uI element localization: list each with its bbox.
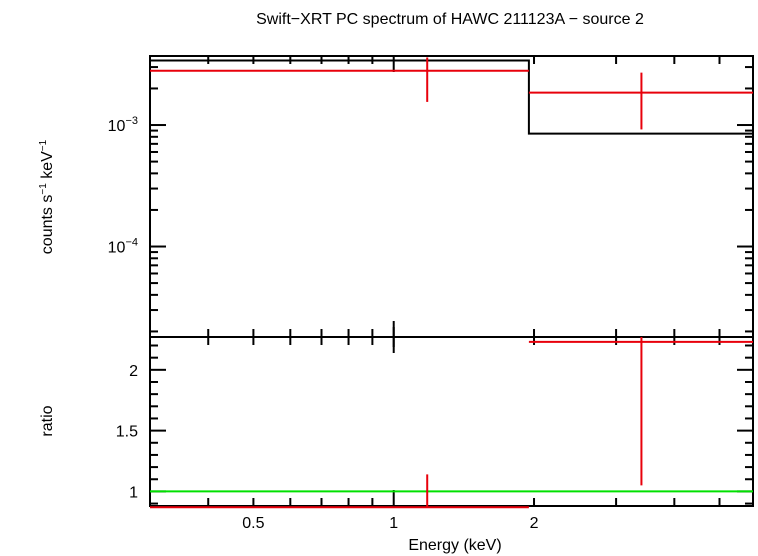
y-tick-exponent: −4 [125, 237, 138, 249]
ratio-panel: 0.5 1 2 1 1.5 2 [116, 336, 754, 532]
model-step-line [150, 59, 753, 135]
y-tick-label-ratio: 1.5 [116, 424, 138, 441]
x-tick-label: 1 [389, 515, 398, 532]
ylabel-base: counts s [39, 195, 56, 255]
y-tick-base: 10 [108, 240, 126, 257]
spectrum-y-axis-label: counts s−1 keV−1 [38, 139, 56, 254]
y-tick-label-ratio: 2 [129, 363, 138, 380]
x-tick-label: 0.5 [242, 515, 264, 532]
spectrum-data-point [528, 72, 753, 130]
x-axis-label: Energy (keV) [408, 537, 501, 554]
ratio-y-axis-label: ratio [39, 405, 56, 436]
ylabel-exp2: −1 [38, 139, 49, 151]
ylabel-exp1: −1 [38, 183, 49, 195]
spectrum-frame [149, 55, 754, 338]
ratio-data-point [528, 337, 753, 486]
ylabel-mid: keV [39, 151, 56, 183]
y-tick-exponent: −3 [125, 115, 138, 127]
ratio-frame [149, 336, 754, 507]
spectrum-data-point [150, 57, 529, 102]
x-tick-label: 2 [530, 515, 539, 532]
y-tick-label-spectrum: 10−4 [108, 237, 138, 257]
spectrum-panel: 10−310−4 [108, 55, 754, 347]
y-tick-label-ratio: 1 [129, 484, 138, 501]
y-tick-base: 10 [108, 118, 126, 135]
chart-title: Swift−XRT PC spectrum of HAWC 211123A − … [256, 11, 644, 28]
ratio-data-point [150, 474, 529, 509]
y-tick-label-spectrum: 10−3 [108, 115, 138, 135]
